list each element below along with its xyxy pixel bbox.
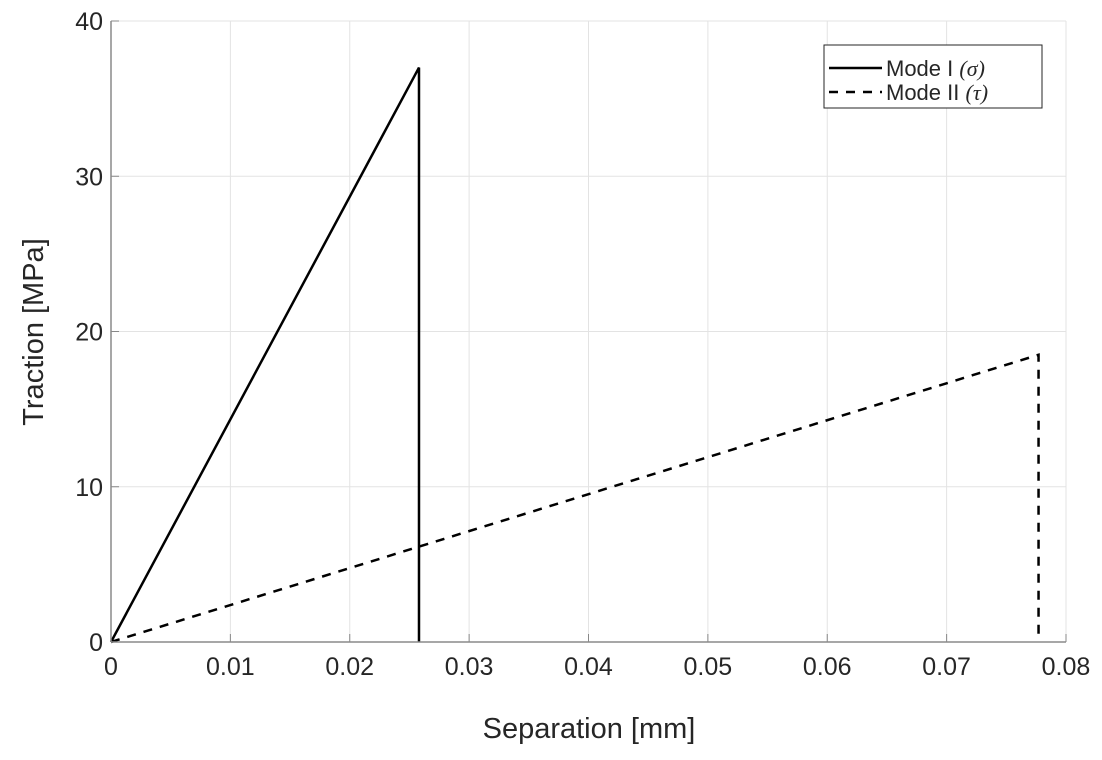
y-tick-label: 10: [75, 474, 103, 502]
y-tick-label: 40: [75, 8, 103, 36]
legend-box: [823, 44, 1043, 109]
x-tick-label: 0.04: [564, 653, 613, 681]
legend: Mode I (σ) Mode II (τ): [823, 44, 1043, 109]
y-axis-label: Traction [MPa]: [18, 238, 50, 425]
y-tick-label: 30: [75, 163, 103, 191]
series-line-mode-1: [109, 66, 421, 643]
x-axis-label: Separation [mm]: [483, 713, 696, 745]
x-tick-label: 0.08: [1042, 653, 1091, 681]
x-tick-label: 0.07: [922, 653, 971, 681]
x-tick-label: 0.02: [325, 653, 374, 681]
y-tick-label: 20: [75, 319, 103, 347]
axes: [110, 20, 1067, 643]
grid: [110, 20, 1067, 643]
legend-label-mode-2: Mode II (τ): [886, 80, 988, 105]
x-tick-label: 0.01: [206, 653, 255, 681]
tick-labels: 0 0.01 0.02 0.03 0.04 0.05 0.06 0.07 0.08 0 10 20 30…: [75, 8, 1090, 681]
series-group: [109, 66, 1040, 644]
y-tick-label: 0: [89, 629, 103, 657]
x-tick-label: 0.03: [445, 653, 494, 681]
x-tick-label: 0.06: [803, 653, 852, 681]
legend-label-mode-1: Mode I (σ): [886, 56, 985, 81]
x-tick-label: 0: [104, 653, 118, 681]
series-line-mode-2: [110, 353, 1040, 644]
x-tick-label: 0.05: [684, 653, 733, 681]
